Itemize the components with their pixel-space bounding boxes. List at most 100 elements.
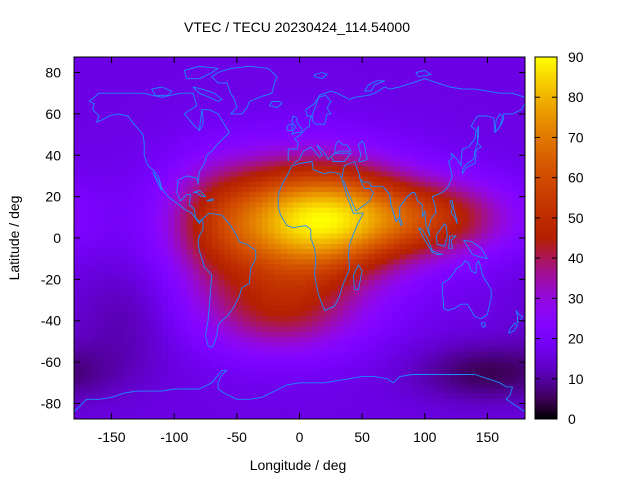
heatmap-cell	[92, 351, 100, 358]
heatmap-cell	[343, 305, 351, 311]
heatmap-cell	[355, 93, 363, 99]
heatmap-cell	[399, 362, 407, 368]
heatmap-cell	[142, 289, 150, 296]
heatmap-cell	[374, 294, 382, 301]
heatmap-cell	[261, 129, 269, 136]
heatmap-cell	[380, 387, 388, 394]
heatmap-cell	[443, 325, 451, 332]
heatmap-cell	[312, 144, 319, 151]
heatmap-cell	[343, 289, 351, 296]
heatmap-cell	[462, 124, 470, 130]
heatmap-cell	[393, 269, 401, 275]
heatmap-cell	[124, 346, 131, 353]
heatmap-cell	[506, 284, 514, 291]
heatmap-cell	[380, 165, 388, 172]
heatmap-cell	[149, 393, 157, 399]
heatmap-cell	[512, 57, 520, 63]
heatmap-cell	[218, 103, 225, 110]
heatmap-cell	[487, 186, 495, 193]
heatmap-cell	[481, 362, 489, 368]
heatmap-cell	[299, 175, 307, 182]
heatmap-cell	[243, 248, 250, 255]
heatmap-cell	[117, 93, 125, 99]
heatmap-cell	[474, 103, 482, 110]
heatmap-cell	[330, 160, 338, 167]
heatmap-cell	[111, 201, 119, 208]
heatmap-cell	[186, 382, 194, 389]
heatmap-cell	[161, 310, 169, 317]
heatmap-cell	[286, 336, 294, 343]
heatmap-cell	[230, 186, 238, 193]
heatmap-cell	[243, 284, 250, 291]
heatmap-cell	[86, 403, 94, 410]
heatmap-cell	[249, 129, 257, 136]
heatmap-cell	[349, 191, 357, 198]
heatmap-cell	[124, 289, 131, 296]
heatmap-cell	[393, 336, 401, 343]
heatmap-cell	[412, 144, 420, 151]
heatmap-cell	[462, 170, 470, 177]
heatmap-cell	[130, 119, 138, 125]
heatmap-cell	[180, 88, 188, 94]
heatmap-cell	[211, 113, 219, 120]
heatmap-cell	[142, 258, 150, 265]
heatmap-cell	[493, 387, 501, 394]
heatmap-cell	[274, 67, 282, 74]
heatmap-cell	[368, 108, 376, 115]
heatmap-cell	[299, 77, 307, 84]
heatmap-cell	[86, 82, 94, 89]
heatmap-cell	[349, 413, 357, 419]
heatmap-cell	[368, 284, 376, 291]
heatmap-cell	[230, 57, 238, 63]
heatmap-cell	[355, 294, 363, 301]
heatmap-cell	[199, 356, 207, 363]
heatmap-cell	[337, 144, 344, 151]
heatmap-cell	[330, 88, 338, 94]
heatmap-cell	[105, 248, 113, 255]
heatmap-cell	[399, 227, 407, 234]
heatmap-cell	[111, 113, 119, 120]
heatmap-cell	[506, 67, 514, 74]
heatmap-cell	[261, 387, 269, 394]
heatmap-cell	[105, 382, 113, 389]
heatmap-cell	[493, 274, 501, 280]
heatmap-cell	[180, 129, 188, 136]
heatmap-cell	[349, 284, 357, 291]
heatmap-cell	[161, 124, 169, 130]
heatmap-cell	[418, 217, 426, 224]
heatmap-cell	[437, 393, 445, 399]
heatmap-cell	[349, 212, 357, 218]
heatmap-cell	[318, 212, 326, 218]
heatmap-cell	[431, 403, 438, 410]
heatmap-cell	[124, 129, 131, 136]
heatmap-cell	[506, 134, 514, 141]
heatmap-cell	[493, 67, 501, 74]
heatmap-cell	[111, 310, 119, 317]
heatmap-cell	[343, 165, 351, 172]
heatmap-cell	[449, 387, 457, 394]
heatmap-cell	[74, 413, 81, 419]
heatmap-cell	[305, 150, 313, 156]
heatmap-cell	[243, 103, 250, 110]
heatmap-cell	[99, 238, 106, 244]
heatmap-cell	[99, 108, 106, 115]
heatmap-cell	[149, 258, 157, 265]
heatmap-cell	[124, 248, 131, 255]
heatmap-cell	[362, 103, 369, 110]
heatmap-cell	[337, 124, 344, 130]
heatmap-cell	[462, 160, 470, 167]
heatmap-cell	[130, 331, 138, 337]
heatmap-cell	[405, 362, 413, 368]
heatmap-cell	[205, 413, 213, 419]
heatmap-cell	[236, 253, 244, 260]
heatmap-cell	[211, 289, 219, 296]
heatmap-cell	[399, 253, 407, 260]
heatmap-cell	[180, 175, 188, 182]
heatmap-cell	[324, 387, 332, 394]
heatmap-cell	[330, 196, 338, 203]
heatmap-cell	[268, 196, 276, 203]
heatmap-cell	[161, 186, 169, 193]
heatmap-cell	[261, 165, 269, 172]
heatmap-cell	[418, 367, 426, 374]
heatmap-cell	[167, 232, 175, 239]
